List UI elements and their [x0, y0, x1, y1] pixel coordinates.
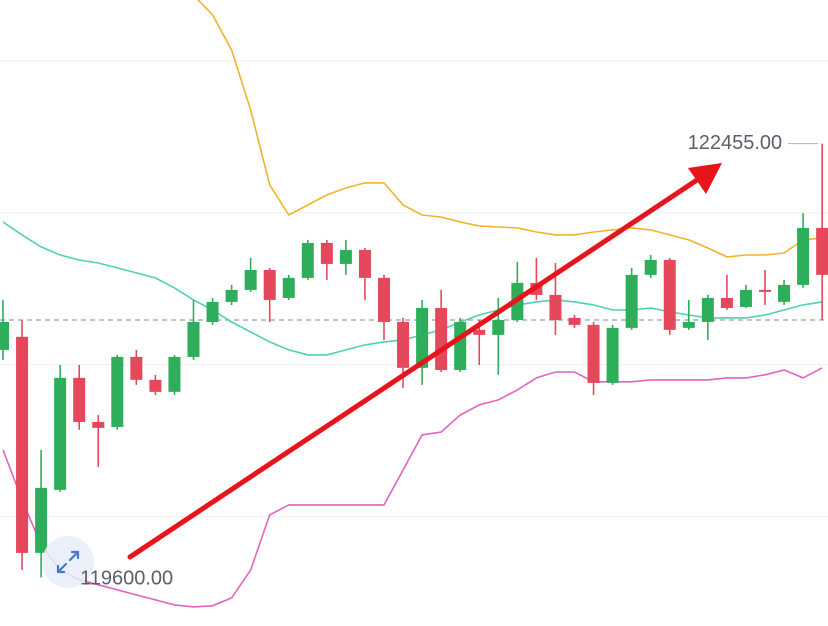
candle-body	[625, 274, 638, 328]
candle-body	[73, 377, 86, 422]
candle-body	[54, 377, 67, 490]
candle-body	[225, 289, 238, 302]
candle-body	[244, 270, 257, 290]
candle-body	[416, 307, 429, 368]
candle-body	[568, 317, 581, 325]
overlay-layer: 122455.00 119600.00	[42, 132, 819, 590]
candle-body	[92, 421, 105, 428]
candle-body	[282, 277, 295, 298]
candle-body	[778, 284, 791, 302]
candle-body	[587, 324, 600, 383]
candle-body	[111, 356, 124, 427]
candle-body	[35, 487, 48, 553]
candle-body	[759, 289, 771, 292]
candle-body	[149, 379, 162, 392]
candle-body	[816, 227, 828, 275]
band-line	[2, 221, 823, 356]
candle-body	[168, 356, 181, 392]
candle-body	[320, 242, 333, 264]
candle-body	[16, 336, 29, 553]
min-label: 119600.00	[80, 568, 173, 590]
candle-body	[701, 297, 714, 322]
arrow-head	[688, 163, 722, 194]
candle-body	[682, 321, 695, 328]
candle-body	[606, 327, 619, 383]
bands-layer	[2, 0, 823, 608]
expand-icon	[56, 550, 80, 574]
candle-body	[720, 297, 733, 308]
candle-body	[644, 259, 657, 275]
candle-body	[549, 294, 562, 320]
candle-body	[301, 242, 314, 278]
candle-body	[378, 277, 390, 322]
candle-body	[435, 307, 448, 370]
candle-body	[663, 259, 676, 330]
candle-body	[130, 356, 143, 380]
candle-body	[454, 321, 467, 370]
candle-body	[339, 249, 352, 264]
candle-body	[187, 321, 200, 357]
candle-body	[358, 249, 371, 278]
candle-body	[797, 227, 810, 285]
candle-body	[397, 321, 410, 368]
candle-body	[473, 329, 486, 335]
candle-body	[0, 321, 9, 350]
candles-layer	[0, 143, 828, 578]
trend-arrow	[127, 175, 703, 560]
band-line	[2, 367, 823, 608]
candle-body	[739, 289, 752, 307]
max-label: 122455.00	[688, 132, 783, 154]
expand-button[interactable]	[42, 536, 94, 588]
candle-body	[263, 270, 276, 300]
band-line	[197, 0, 823, 258]
candle-body	[492, 319, 505, 335]
candle-body	[206, 301, 219, 322]
